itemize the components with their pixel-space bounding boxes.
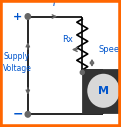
Text: +: + <box>13 12 22 21</box>
Text: M: M <box>98 86 109 96</box>
Text: Rx: Rx <box>62 35 73 44</box>
Text: Speed: Speed <box>99 45 121 54</box>
Text: −: − <box>12 108 23 121</box>
Circle shape <box>86 72 121 109</box>
Text: I: I <box>53 0 56 8</box>
Circle shape <box>25 14 30 19</box>
Text: Supply
Voltage: Supply Voltage <box>3 52 32 73</box>
Circle shape <box>80 70 84 74</box>
Circle shape <box>25 112 30 117</box>
FancyBboxPatch shape <box>83 70 121 112</box>
